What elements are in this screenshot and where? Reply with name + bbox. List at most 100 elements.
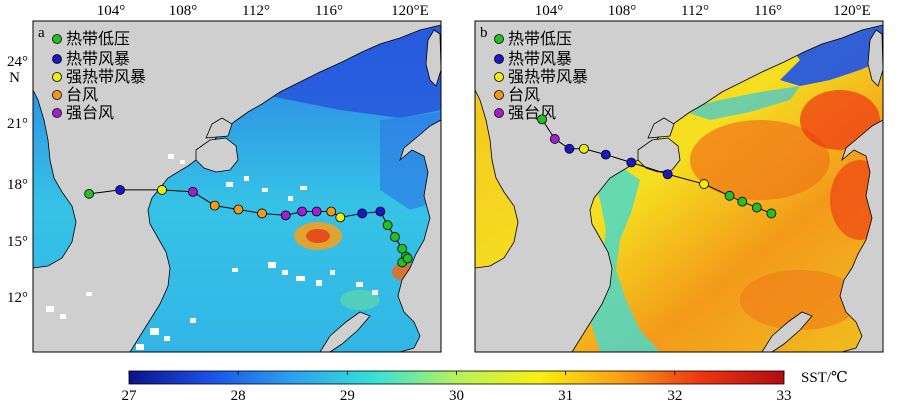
track-point [233,204,244,215]
track-point [187,186,198,197]
panel-b-frame [474,20,884,353]
warm-sst-core-a [306,229,330,243]
track-point [280,210,291,221]
panel-a-frame [32,20,442,353]
track-point [724,190,735,201]
panel-a-typhoon-track [84,185,413,268]
track-point [209,200,220,211]
legend-label-sts: 强热带风暴 [66,68,146,86]
panel-a-x-axis: 104° 108° 112° 116° 120°E [97,3,429,19]
cool-sst-north-a [230,22,441,118]
legend-marker-ts [52,54,62,64]
colorbar-tick-label: 27 [122,388,138,404]
hot-sst-patch-b [800,90,880,150]
colorbar-tick-label: 28 [231,388,246,404]
panel-a-y-tick: 15° [7,234,28,250]
track-point [600,149,611,160]
panel-a-x-tick: 112° [242,3,270,19]
cloud-mask-a [46,154,378,350]
land-taiwan-a [425,29,441,87]
legend-marker-ty [52,90,62,100]
panel-b-x-tick: 120°E [833,3,871,19]
legend-label-ts: 热带风暴 [508,50,572,68]
legend-label-sty: 强台风 [66,104,114,122]
legend-label-td: 热带低压 [66,30,130,48]
track-point [357,208,368,219]
track-point [326,206,337,217]
colorbar-tick-label: 33 [777,388,792,404]
panel-a-letter: a [38,25,45,41]
track-point [564,143,575,154]
panel-a-legend: 热带低压 热带风暴 强热带风暴 台风 强台风 [52,30,146,122]
panel-a-y-unit: N [9,70,20,86]
panel-b-typhoon-track [537,114,777,219]
land-leizhou-b [647,117,675,139]
track-point [335,212,346,223]
panel-b-map: 104° 108° 112° 116° 120°E b 热带低压 热带风暴 强热… [474,3,884,353]
land-luzon-a [397,119,441,352]
panel-a-y-tick: 21° [7,116,28,132]
land-mainland-b [475,21,883,352]
track-point [579,143,589,154]
land-hainan-a [195,137,239,173]
warm-sst-lower-a [340,290,380,310]
panel-b-x-tick: 108° [608,3,637,19]
colorbar-tick-label: 32 [667,388,682,404]
land-mainland-a [33,21,441,352]
colorbar-tick-label: 29 [340,388,355,404]
legend-label-sts: 强热带风暴 [508,68,588,86]
warm-sst-patch-b [690,120,830,200]
track-point [84,188,95,199]
land-palawan-b [761,311,813,352]
panel-a-y-axis: 24° N 21° 18° 15° 12° [7,54,28,306]
legend-label-ty: 台风 [508,86,540,104]
cool-sst-shelf-b [680,86,800,120]
track-point [737,196,748,207]
panel-a-y-tick: 24° [7,54,28,70]
legend-marker-td [52,34,62,44]
panel-a-x-tick: 108° [169,3,198,19]
panel-a-x-tick: 120°E [391,3,429,19]
legend-label-sty: 强台风 [508,104,556,122]
track-point [626,157,637,168]
cool-sst-coastal-b [590,166,660,352]
land-leizhou-a [205,117,233,139]
panel-a-x-tick: 116° [315,3,343,19]
track-point [549,134,560,144]
sst-colorbar: 27 28 29 30 31 32 33 SST/℃ [122,370,848,404]
panel-b-x-axis: 104° 108° 112° 116° 120°E [535,3,871,19]
track-point [257,208,267,219]
legend-marker-ts [494,54,504,64]
legend-label-ts: 热带风暴 [66,50,130,68]
track-point [157,185,167,195]
panel-b-letter: b [480,25,488,41]
track-point [375,206,386,217]
track-point [297,206,308,217]
panel-a-y-tick: 18° [7,177,28,193]
track-point [699,179,709,189]
panel-a-x-tick: 104° [97,3,126,19]
track-point [537,114,547,125]
track-point [662,169,673,180]
track-point [382,220,393,231]
panel-b-x-tick: 116° [754,3,782,19]
panel-b-x-tick: 104° [535,3,564,19]
colorbar-tick-label: 31 [558,388,573,404]
legend-marker-sty [494,108,504,118]
colorbar-tick-label: 30 [449,388,464,404]
panel-b-x-tick: 112° [681,3,709,19]
land-luzon-b [839,119,883,352]
track-point [390,232,400,242]
colorbar-label: SST/℃ [801,370,848,386]
land-palawan-a [319,311,371,352]
track-point [751,202,762,213]
colorbar-ticks: 27 28 29 30 31 32 33 [122,371,792,404]
legend-label-ty: 台风 [66,86,98,104]
legend-marker-ty [494,90,504,100]
land-taiwan-b [867,29,883,87]
track-point [766,208,777,219]
track-point [402,253,413,264]
legend-label-td: 热带低压 [508,30,572,48]
track-point [115,185,125,195]
